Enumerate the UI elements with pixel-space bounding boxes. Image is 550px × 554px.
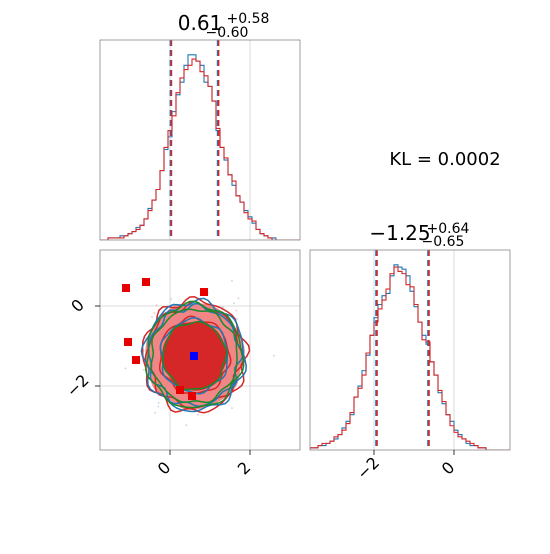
kl-label: KL = 0.0002 — [389, 149, 500, 170]
sample-dot — [231, 280, 233, 282]
contour-line-8 — [162, 320, 228, 391]
histogram-top-left — [100, 40, 300, 240]
sample-dot — [185, 424, 188, 427]
sample-dot — [153, 312, 156, 315]
title-top-left-plus: +0.58 — [227, 11, 270, 27]
sample-dot — [273, 354, 275, 357]
panel-bottom-right: −2 0 −1.25 +0.64 −0.65 — [309, 221, 511, 483]
grid-bottom-right — [373, 250, 455, 450]
axes-frame-top-left — [99, 39, 301, 241]
sample-dot — [157, 401, 160, 404]
contour-line-7 — [150, 308, 238, 404]
title-top-left: 0.61 — [178, 11, 223, 35]
red-marker-6 — [188, 392, 196, 400]
sample-dot — [124, 367, 127, 370]
panel-bottom-left: 0 2 0 −2 — [63, 249, 301, 479]
sample-dot — [221, 306, 224, 309]
sample-dot — [154, 411, 157, 414]
sample-dot — [233, 302, 236, 305]
sample-dot — [231, 407, 233, 410]
br-series-0 — [310, 264, 510, 450]
br-xtick-label-0: −2 — [353, 453, 383, 483]
br-xtick-label-1: 0 — [438, 458, 459, 479]
tl-series-1 — [100, 58, 300, 240]
scatter-bottom-left — [93, 278, 275, 471]
title-bottom-right-minus: −0.65 — [422, 234, 465, 250]
title-top-left-minus: −0.60 — [206, 25, 249, 41]
red-marker-5 — [176, 386, 184, 394]
contour-line-6 — [145, 300, 245, 409]
title-bottom-right-median: −1.25 — [369, 221, 430, 245]
sample-dot — [170, 298, 173, 300]
tl-series-0 — [100, 54, 300, 240]
contour-line-5 — [159, 316, 229, 395]
title-bottom-right-plus: +0.64 — [427, 221, 470, 237]
panel-top-left: 0.61 +0.58 −0.60 — [99, 11, 301, 241]
sample-dot — [155, 304, 158, 307]
axes-frame-bottom-right — [309, 249, 511, 451]
sample-dot — [196, 413, 199, 416]
red-marker-4 — [132, 356, 140, 364]
red-marker-2 — [200, 288, 208, 296]
bl-ytick-label-1: −2 — [63, 371, 93, 401]
sample-dot — [157, 405, 160, 408]
grid-top-left — [169, 40, 251, 240]
sample-dot — [151, 315, 153, 318]
bl-xtick-label-1: 2 — [234, 458, 255, 479]
red-marker-1 — [142, 278, 150, 286]
ticks-bottom-right: −2 0 — [353, 450, 458, 483]
sample-dot — [236, 318, 239, 320]
red-marker-3 — [124, 338, 132, 346]
sample-dot — [144, 337, 147, 340]
histogram-bottom-right — [310, 250, 510, 450]
sample-dot — [235, 309, 238, 312]
axes-frame-bottom-left — [99, 249, 301, 451]
sample-dot — [237, 297, 240, 300]
title-top-left-median: 0.61 — [178, 11, 223, 35]
bl-ytick-label-0: 0 — [67, 295, 88, 316]
red-marker-0 — [122, 284, 130, 292]
contour-line-2 — [158, 315, 232, 395]
sample-dot — [143, 368, 145, 371]
bl-xtick-label-0: 0 — [154, 458, 175, 479]
blue-marker — [190, 352, 198, 360]
sample-dot — [187, 469, 189, 471]
br-series-1 — [310, 266, 510, 450]
sample-dot — [93, 323, 95, 325]
